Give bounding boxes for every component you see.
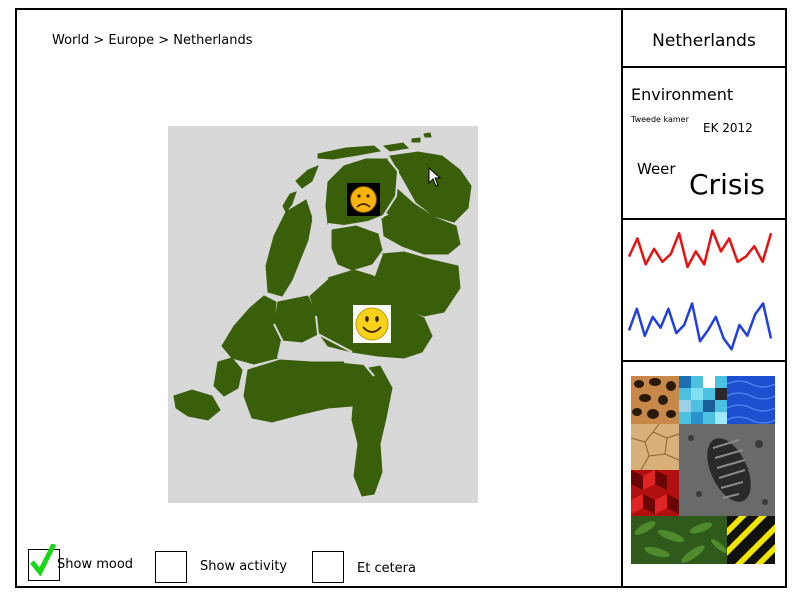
breadcrumb[interactable]: World > Europe > Netherlands	[52, 33, 253, 48]
leaves-texture[interactable]	[631, 516, 727, 564]
province-wadden-island[interactable]	[317, 145, 382, 160]
cracked-earth-texture[interactable]	[631, 424, 679, 470]
checkbox-label: Et cetera	[357, 561, 416, 576]
event-label: EK 2012	[703, 121, 753, 135]
status-label: Crisis	[689, 168, 765, 201]
party-label: Tweede kamer	[631, 115, 689, 124]
province-wadden-island[interactable]	[411, 137, 421, 143]
province-limburg[interactable]	[351, 365, 393, 497]
footprint-texture[interactable]	[679, 424, 775, 516]
checkbox-label: Show mood	[57, 557, 134, 572]
province-zeeland[interactable]	[213, 357, 243, 397]
checkbox-box[interactable]	[155, 551, 187, 583]
weather-label: Weer	[637, 160, 676, 178]
leopard-texture[interactable]	[631, 376, 679, 424]
blue-activity-line	[627, 302, 773, 351]
happy-mood-icon[interactable]	[353, 305, 391, 343]
province-zeeland[interactable]	[173, 389, 221, 421]
province-wadden-island[interactable]	[295, 165, 319, 189]
environment-panel: Environment Tweede kamer EK 2012 Weer Cr…	[621, 66, 787, 220]
mouse-cursor-icon	[428, 166, 442, 191]
texture-panel	[621, 360, 787, 588]
province-wadden-island[interactable]	[423, 132, 432, 138]
activity-graph	[627, 229, 773, 351]
environment-title: Environment	[631, 85, 734, 104]
red-activity-line	[627, 229, 773, 269]
activity-graph-panel	[621, 218, 787, 362]
province-wadden-island[interactable]	[282, 191, 297, 213]
province-noord-holland[interactable]	[265, 199, 313, 297]
water-texture[interactable]	[727, 376, 775, 424]
checkbox-label: Show activity	[200, 559, 288, 574]
province-wadden-island[interactable]	[382, 142, 410, 152]
checkmark-icon	[30, 544, 57, 576]
hazard-stripes-texture[interactable]	[727, 516, 775, 564]
red-cubes-texture[interactable]	[631, 470, 679, 516]
province-groningen[interactable]	[389, 151, 472, 223]
province-drenthe[interactable]	[381, 187, 461, 255]
netherlands-map[interactable]	[168, 126, 478, 503]
region-title: Netherlands	[652, 31, 756, 51]
checkbox-box[interactable]	[312, 551, 344, 583]
checkbox-box[interactable]	[28, 544, 60, 581]
sad-mood-icon[interactable]	[347, 183, 380, 216]
province-zuid-holland[interactable]	[221, 295, 283, 365]
province-flevoland[interactable]	[331, 225, 383, 271]
region-title-panel: Netherlands	[621, 8, 787, 68]
mosaic-texture[interactable]	[679, 376, 727, 424]
